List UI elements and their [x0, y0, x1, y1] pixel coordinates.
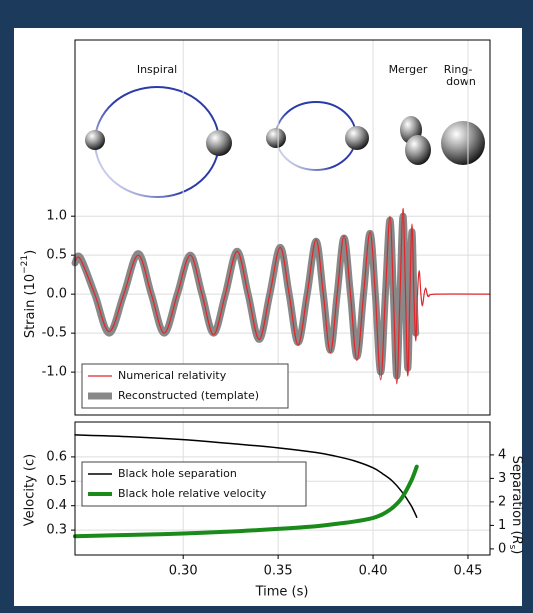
x-tick-label: 0.45: [454, 564, 483, 579]
y2-axis-label-text: Separation (: [510, 456, 525, 536]
legend-label: Black hole relative velocity: [118, 487, 267, 500]
series-line: [74, 207, 491, 385]
y2-axis-label-sub: s: [508, 545, 518, 550]
y-tick-label: 0.4: [46, 498, 67, 513]
x-axis-label: Time (s): [255, 585, 309, 600]
y-axis-label-text: Strain (10: [23, 274, 38, 338]
y-axis-label-sup: −21: [20, 255, 30, 274]
legend-label: Black hole separation: [118, 467, 237, 480]
y-tick-label: 0.6: [46, 449, 67, 464]
x-tick-label: 0.30: [169, 564, 198, 579]
axes-frame: [74, 39, 491, 416]
y-axis-label: Strain (10−21): [20, 250, 38, 338]
y-tick-label: -1.0: [42, 365, 67, 380]
y2-tick-label: 3: [498, 471, 506, 486]
y-tick-label: 1.0: [46, 209, 67, 224]
y-tick-label: 0.3: [46, 523, 67, 538]
y2-axis-label: Separation (Rs): [508, 456, 525, 555]
y-axis-label: Velocity (c): [23, 454, 38, 526]
y2-tick-label: 2: [498, 494, 506, 509]
annotation: down: [446, 75, 476, 88]
series-line: [74, 434, 418, 518]
annotation: Inspiral: [137, 63, 177, 76]
orbit-illustration: [85, 86, 485, 198]
x-tick-label: 0.35: [264, 564, 293, 579]
legend-label: Numerical relativity: [118, 369, 227, 382]
legend-box: [81, 363, 289, 409]
y-tick-label: 0.0: [46, 287, 67, 302]
y2-tick-label: 0: [498, 541, 506, 556]
annotation: Ring-: [444, 63, 473, 76]
y-tick-label: 0.5: [46, 248, 67, 263]
y2-tick-label: 1: [498, 518, 506, 533]
x-tick-label: 0.40: [359, 564, 388, 579]
y2-axis-label-italic: R: [510, 536, 525, 545]
axes-frame: [74, 421, 491, 556]
y-tick-label: 0.5: [46, 474, 67, 489]
series-line: [73, 464, 419, 539]
y-axis-label-end: ): [23, 250, 38, 255]
y2-axis-label-end: ): [510, 549, 525, 554]
annotation: Merger: [389, 63, 428, 76]
y2-tick-label: 4: [498, 447, 506, 462]
legend-label: Reconstructed (template): [118, 389, 259, 402]
legend-box: [81, 461, 307, 507]
y-tick-label: -0.5: [42, 326, 67, 341]
